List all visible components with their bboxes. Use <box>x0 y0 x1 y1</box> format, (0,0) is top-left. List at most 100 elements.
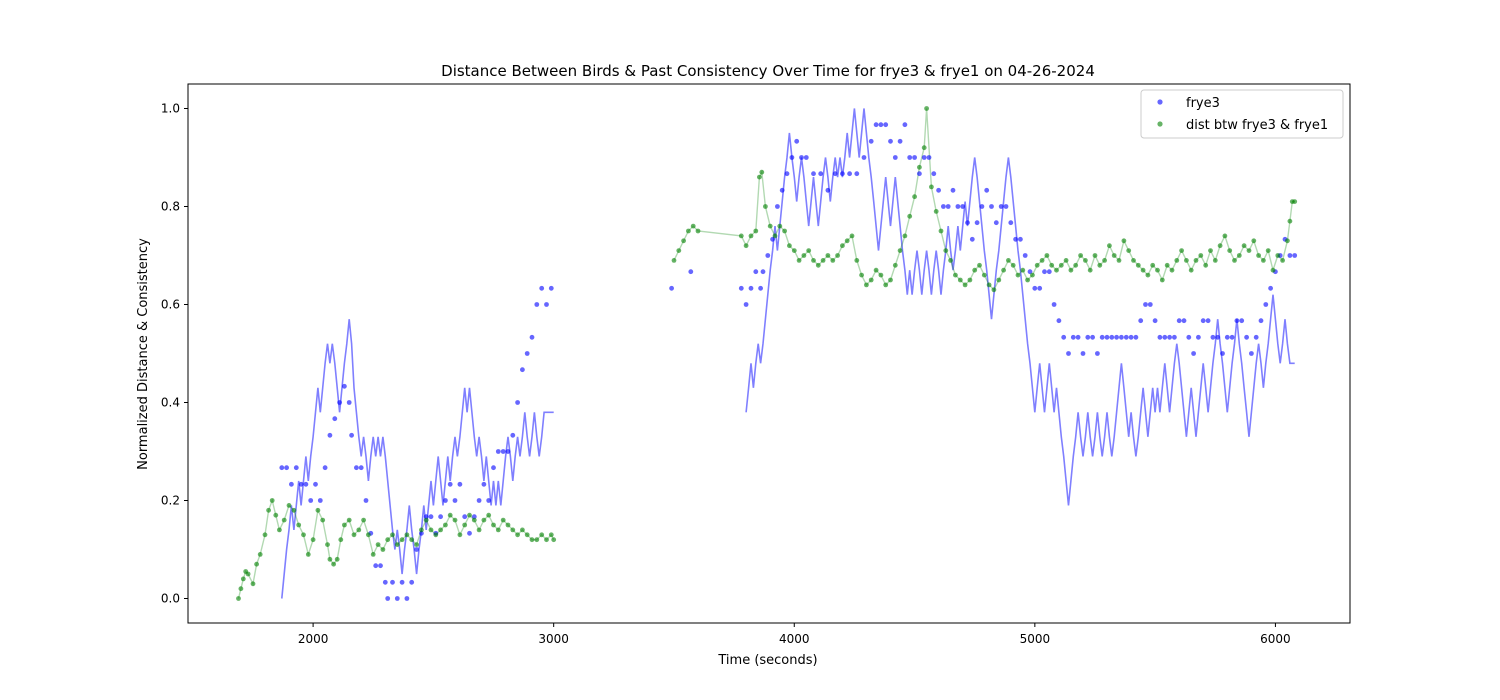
distance-point-35 <box>380 547 386 552</box>
distance-point-105 <box>864 282 869 288</box>
y-tick-label-0.4: 0.4 <box>161 396 180 410</box>
distance-point-109 <box>883 282 889 288</box>
frye3-point-16 <box>354 465 359 471</box>
frye3-point-39 <box>462 514 468 520</box>
distance-point-1 <box>238 586 244 592</box>
frye3-point-83 <box>868 138 874 144</box>
frye3-point-45 <box>491 465 496 471</box>
distance-point-92 <box>801 253 807 258</box>
distance-point-77 <box>695 228 701 234</box>
distance-point-141 <box>1034 262 1040 268</box>
frye3-point-72 <box>794 138 800 144</box>
distance-point-154 <box>1097 262 1103 268</box>
frye3-point-52 <box>524 351 530 356</box>
frye3-point-146 <box>1172 334 1177 340</box>
distance-point-9 <box>266 507 271 513</box>
distance-point-23 <box>327 556 333 562</box>
distance-point-98 <box>830 258 836 263</box>
distance-point-52 <box>462 522 468 528</box>
y-tick-label-0.2: 0.2 <box>161 494 180 508</box>
frye3-point-55 <box>539 285 545 291</box>
distance-point-78 <box>738 233 744 239</box>
frye3-point-95 <box>926 155 932 160</box>
distance-point-123 <box>948 258 953 263</box>
distance-point-116 <box>917 164 922 170</box>
distance-point-27 <box>342 522 347 528</box>
distance-point-24 <box>331 561 336 567</box>
frye3-point-134 <box>1114 334 1119 340</box>
distance-point-32 <box>366 532 371 538</box>
distance-point-183 <box>1236 253 1242 258</box>
frye3-point-161 <box>1244 334 1249 340</box>
frye3-point-50 <box>515 400 520 405</box>
frye3-point-35 <box>443 498 448 503</box>
distance-point-101 <box>844 238 850 244</box>
frye3-point-96 <box>931 171 937 177</box>
distance-point-151 <box>1083 258 1088 263</box>
distance-point-119 <box>929 184 934 190</box>
distance-point-158 <box>1116 258 1122 263</box>
y-tick-label-1: 1.0 <box>161 102 180 116</box>
frye3-point-10 <box>327 432 333 438</box>
frye3-point-127 <box>1080 351 1086 356</box>
frye3-point-1 <box>284 465 289 471</box>
frye3-point-154 <box>1210 334 1216 340</box>
distance-point-178 <box>1212 258 1218 263</box>
distance-point-29 <box>351 532 357 538</box>
frye3-point-106 <box>979 204 985 209</box>
distance-point-131 <box>986 282 992 288</box>
frye3-point-67 <box>770 236 775 242</box>
frye3-point-0 <box>279 465 285 471</box>
distance-point-181 <box>1227 248 1233 254</box>
distance-point-196 <box>1292 199 1298 205</box>
frye3-point-36 <box>447 481 453 487</box>
frye3-point-152 <box>1200 318 1206 324</box>
distance-point-114 <box>907 213 913 219</box>
distance-point-144 <box>1049 262 1055 268</box>
distance-point-175 <box>1198 253 1204 258</box>
distance-point-110 <box>888 277 893 283</box>
frye3-point-26 <box>399 579 405 585</box>
frye3-point-139 <box>1138 318 1144 324</box>
distance-point-124 <box>953 272 958 278</box>
distance-point-165 <box>1150 262 1156 268</box>
distance-point-193 <box>1285 238 1290 244</box>
distance-point-69 <box>544 537 549 543</box>
frye3-point-30 <box>419 530 424 536</box>
frye3-point-123 <box>1061 334 1067 340</box>
distance-point-120 <box>933 209 939 214</box>
distance-point-88 <box>782 228 787 234</box>
consistency-line-0 <box>281 319 554 599</box>
distance-point-176 <box>1203 262 1209 268</box>
frye3-point-44 <box>486 498 492 503</box>
distance-point-186 <box>1251 238 1257 244</box>
distance-point-61 <box>505 522 511 528</box>
frye3-point-80 <box>847 171 852 177</box>
frye3-point-162 <box>1249 351 1254 356</box>
distance-point-76 <box>690 223 696 229</box>
distance-point-126 <box>962 282 968 288</box>
distance-point-37 <box>390 532 395 538</box>
distance-point-156 <box>1107 243 1112 249</box>
frye3-point-130 <box>1095 351 1100 356</box>
frye3-point-29 <box>414 547 419 552</box>
frye3-point-64 <box>758 285 763 291</box>
frye3-point-49 <box>510 432 516 438</box>
distance-point-166 <box>1155 267 1160 273</box>
frye3-point-89 <box>897 138 903 144</box>
frye3-point-135 <box>1119 334 1124 340</box>
frye3-point-160 <box>1239 318 1245 324</box>
frye3-point-118 <box>1037 285 1043 291</box>
distance-point-134 <box>1001 267 1006 273</box>
frye3-point-9 <box>322 465 328 471</box>
distance-point-113 <box>902 233 908 239</box>
frye3-point-23 <box>385 596 391 601</box>
y-tick-label-0.6: 0.6 <box>161 298 180 312</box>
frye3-point-126 <box>1075 334 1081 340</box>
distance-point-54 <box>471 517 477 523</box>
distance-point-121 <box>938 228 944 234</box>
distance-point-137 <box>1015 272 1021 278</box>
frye3-point-77 <box>825 187 831 193</box>
distance-point-180 <box>1222 233 1228 239</box>
distance-point-132 <box>991 287 997 293</box>
